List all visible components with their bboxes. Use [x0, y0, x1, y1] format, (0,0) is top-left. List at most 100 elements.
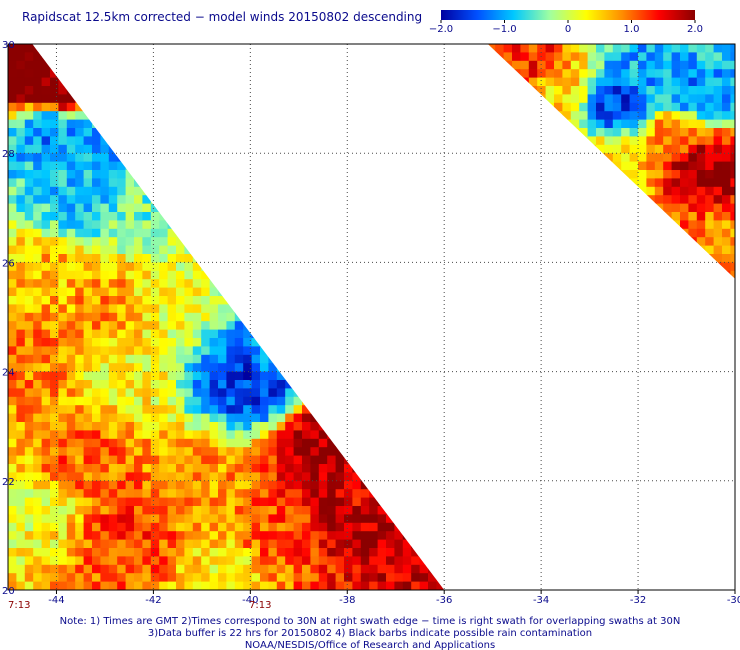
wind-diff-cell — [520, 363, 529, 372]
wind-diff-cell — [243, 430, 252, 440]
wind-diff-cell — [352, 354, 362, 364]
wind-diff-cell — [159, 279, 168, 288]
wind-diff-cell — [462, 78, 471, 87]
wind-diff-cell — [108, 304, 118, 314]
wind-diff-cell — [504, 506, 513, 515]
wind-diff-cell — [58, 296, 68, 305]
wind-diff-cell — [302, 455, 311, 465]
wind-diff-cell — [453, 296, 462, 305]
wind-diff-cell — [604, 321, 613, 330]
wind-diff-cell — [386, 111, 395, 120]
wind-diff-cell — [546, 565, 555, 574]
wind-diff-cell — [512, 279, 521, 288]
wind-diff-cell — [604, 338, 613, 347]
wind-diff-cell — [369, 245, 378, 255]
wind-diff-cell — [260, 590, 269, 599]
wind-diff-cell — [24, 195, 34, 204]
wind-diff-cell — [234, 455, 244, 465]
wind-diff-cell — [419, 522, 429, 532]
wind-diff-cell — [327, 539, 336, 549]
wind-diff-cell — [630, 464, 639, 473]
wind-diff-cell — [142, 52, 152, 62]
wind-diff-cell — [419, 581, 429, 590]
wind-diff-cell — [394, 161, 404, 171]
wind-diff-cell — [16, 287, 26, 297]
wind-diff-cell — [528, 102, 538, 112]
wind-diff-cell — [33, 304, 42, 314]
wind-diff-cell — [226, 556, 236, 566]
wind-diff-cell — [16, 422, 26, 431]
wind-diff-cell — [134, 321, 143, 330]
wind-diff-cell — [369, 329, 378, 339]
wind-diff-cell — [470, 590, 479, 599]
wind-diff-cell — [554, 472, 563, 481]
wind-diff-cell — [462, 69, 471, 78]
wind-diff-cell — [428, 438, 437, 448]
wind-diff-cell — [504, 296, 513, 305]
wind-diff-cell — [293, 144, 303, 154]
wind-diff-cell — [318, 203, 328, 213]
wind-diff-cell — [260, 405, 269, 414]
wind-diff-cell — [327, 489, 336, 498]
wind-diff-cell — [125, 245, 135, 255]
wind-diff-cell — [596, 186, 605, 196]
wind-diff-cell — [386, 556, 395, 566]
wind-diff-cell — [495, 330, 504, 339]
wind-diff-cell — [125, 195, 135, 204]
wind-diff-cell — [41, 455, 51, 465]
wind-diff-cell — [84, 590, 93, 599]
wind-diff-cell — [487, 514, 496, 523]
wind-diff-cell — [117, 60, 126, 70]
wind-diff-cell — [117, 245, 126, 255]
wind-diff-cell — [604, 540, 613, 549]
wind-diff-cell — [327, 203, 336, 213]
wind-diff-cell — [285, 464, 294, 473]
wind-diff-cell — [142, 338, 152, 347]
wind-diff-cell — [453, 178, 462, 187]
wind-diff-cell — [394, 455, 404, 465]
wind-diff-cell — [134, 447, 143, 456]
wind-diff-cell — [58, 354, 68, 364]
wind-diff-cell — [8, 548, 17, 557]
wind-diff-cell — [66, 228, 76, 238]
wind-diff-cell — [33, 287, 42, 297]
wind-diff-cell — [159, 44, 168, 53]
wind-diff-cell — [142, 539, 152, 549]
wind-diff-cell — [327, 321, 336, 330]
wind-diff-cell — [318, 506, 328, 515]
wind-diff-cell — [176, 60, 185, 70]
wind-diff-cell — [612, 128, 622, 137]
wind-diff-cell — [411, 480, 420, 490]
wind-diff-cell — [108, 455, 118, 465]
wind-diff-cell — [176, 44, 185, 53]
wind-diff-cell — [176, 422, 185, 431]
wind-diff-cell — [462, 120, 471, 129]
wind-diff-cell — [276, 262, 286, 272]
wind-diff-cell — [276, 497, 286, 507]
wind-diff-cell — [134, 220, 143, 230]
wind-diff-cell — [638, 119, 647, 129]
wind-diff-cell — [487, 288, 496, 297]
wind-diff-cell — [226, 178, 236, 188]
wind-diff-cell — [276, 170, 286, 179]
wind-diff-cell — [570, 195, 580, 204]
wind-diff-cell — [176, 111, 185, 120]
wind-diff-cell — [92, 237, 101, 246]
wind-diff-cell — [41, 212, 51, 221]
wind-diff-cell — [260, 170, 269, 179]
wind-diff-cell — [226, 279, 236, 288]
wind-diff-cell — [352, 60, 362, 70]
wind-diff-cell — [167, 438, 177, 448]
wind-diff-cell — [150, 388, 160, 398]
wind-diff-cell — [41, 170, 51, 179]
wind-diff-cell — [276, 60, 286, 70]
wind-diff-cell — [100, 86, 110, 95]
wind-diff-cell — [445, 540, 454, 549]
wind-diff-cell — [260, 287, 269, 297]
wind-diff-cell — [462, 170, 471, 179]
wind-diff-cell — [209, 94, 219, 104]
wind-diff-cell — [604, 237, 614, 246]
wind-diff-cell — [520, 540, 529, 549]
wind-diff-cell — [100, 539, 110, 549]
